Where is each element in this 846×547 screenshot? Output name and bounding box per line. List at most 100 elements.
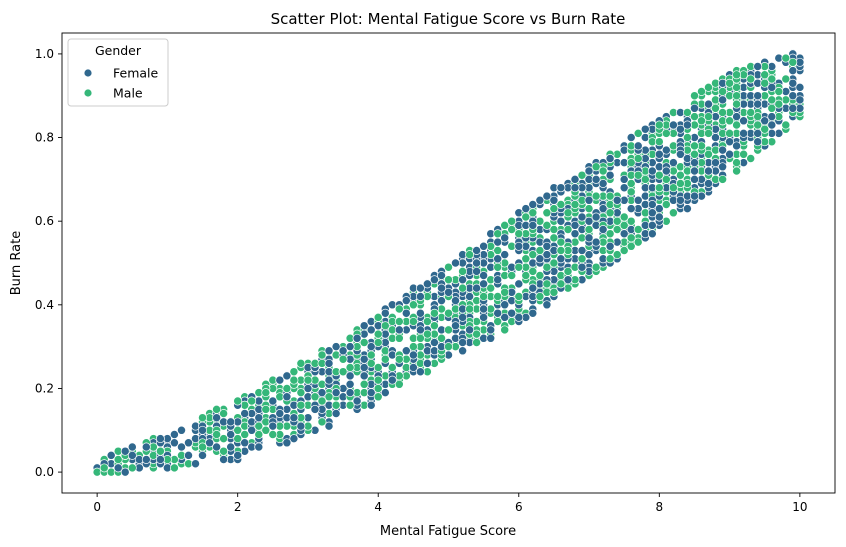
point-male <box>577 254 587 264</box>
point-male <box>310 392 320 402</box>
point-female <box>591 212 601 222</box>
point-female <box>429 275 439 285</box>
point-female <box>240 409 250 418</box>
point-female <box>514 279 524 289</box>
point-male <box>408 317 418 326</box>
point-male <box>563 208 573 218</box>
point-male <box>542 220 552 230</box>
point-male <box>619 212 629 222</box>
point-male <box>296 400 306 410</box>
point-male <box>556 279 566 289</box>
point-male <box>591 162 601 172</box>
point-female <box>500 250 510 260</box>
x-tick-label: 8 <box>655 500 663 514</box>
point-female <box>795 82 805 92</box>
point-female <box>240 438 250 448</box>
point-female <box>366 342 376 352</box>
point-male <box>690 91 699 101</box>
point-male <box>626 179 636 188</box>
point-female <box>753 99 763 109</box>
point-female <box>479 304 489 314</box>
point-male <box>556 237 566 247</box>
point-male <box>732 70 742 80</box>
point-male <box>429 308 439 318</box>
point-female <box>767 112 777 122</box>
point-male <box>767 95 777 105</box>
point-female <box>268 396 278 406</box>
point-female <box>226 430 236 439</box>
point-male <box>528 250 538 260</box>
point-female <box>472 246 482 255</box>
point-male <box>493 262 503 272</box>
point-female <box>605 170 615 180</box>
point-female <box>289 434 299 444</box>
point-female <box>472 283 482 293</box>
point-female <box>556 183 566 193</box>
point-male <box>493 229 503 239</box>
point-male <box>725 128 735 138</box>
point-male <box>394 379 404 389</box>
point-female <box>514 312 524 322</box>
y-tick-label: 0.2 <box>35 381 54 395</box>
point-male <box>380 354 390 364</box>
point-male <box>668 183 678 193</box>
point-male <box>739 149 749 159</box>
point-female <box>331 342 341 352</box>
point-male <box>654 170 664 180</box>
point-male <box>233 434 243 444</box>
point-female <box>472 258 482 268</box>
legend-title: Gender <box>95 43 142 58</box>
point-male <box>725 78 735 88</box>
point-male <box>746 74 756 84</box>
point-female <box>141 442 151 452</box>
point-female <box>760 116 770 126</box>
point-female <box>654 149 664 159</box>
point-male <box>661 200 671 209</box>
point-male <box>394 354 404 364</box>
point-female <box>212 442 222 452</box>
point-female <box>177 425 186 435</box>
point-male <box>690 149 699 159</box>
point-male <box>549 258 559 268</box>
point-female <box>282 438 292 448</box>
point-female <box>352 333 362 343</box>
point-female <box>479 279 489 289</box>
point-female <box>521 204 531 214</box>
point-female <box>535 254 545 264</box>
point-male <box>718 174 728 184</box>
point-male <box>556 246 566 255</box>
point-female <box>647 208 657 218</box>
point-male <box>668 208 678 218</box>
point-female <box>690 174 699 184</box>
y-axis-label: Burn Rate <box>9 231 24 295</box>
point-male <box>458 283 468 293</box>
point-female <box>345 379 355 389</box>
point-female <box>732 112 742 122</box>
point-female <box>619 183 629 193</box>
point-male <box>661 174 671 184</box>
point-female <box>345 342 355 352</box>
y-tick-label: 0.4 <box>35 298 54 312</box>
point-female <box>198 450 207 460</box>
x-axis-label: Mental Fatigue Score <box>380 524 516 539</box>
point-female <box>254 442 264 452</box>
point-female <box>120 446 130 456</box>
point-male <box>690 141 699 151</box>
point-male <box>746 108 756 117</box>
point-female <box>718 95 728 105</box>
point-male <box>394 317 404 326</box>
point-female <box>359 371 369 381</box>
point-female <box>169 430 179 439</box>
x-tick-label: 4 <box>374 500 382 514</box>
point-female <box>647 200 657 209</box>
point-female <box>500 312 510 322</box>
point-female <box>675 124 685 134</box>
point-female <box>788 91 798 101</box>
point-male <box>465 304 475 314</box>
point-female <box>753 128 763 138</box>
point-female <box>275 375 285 385</box>
point-male <box>247 396 257 406</box>
point-male <box>570 200 580 209</box>
point-male <box>654 137 664 147</box>
point-male <box>521 271 531 280</box>
